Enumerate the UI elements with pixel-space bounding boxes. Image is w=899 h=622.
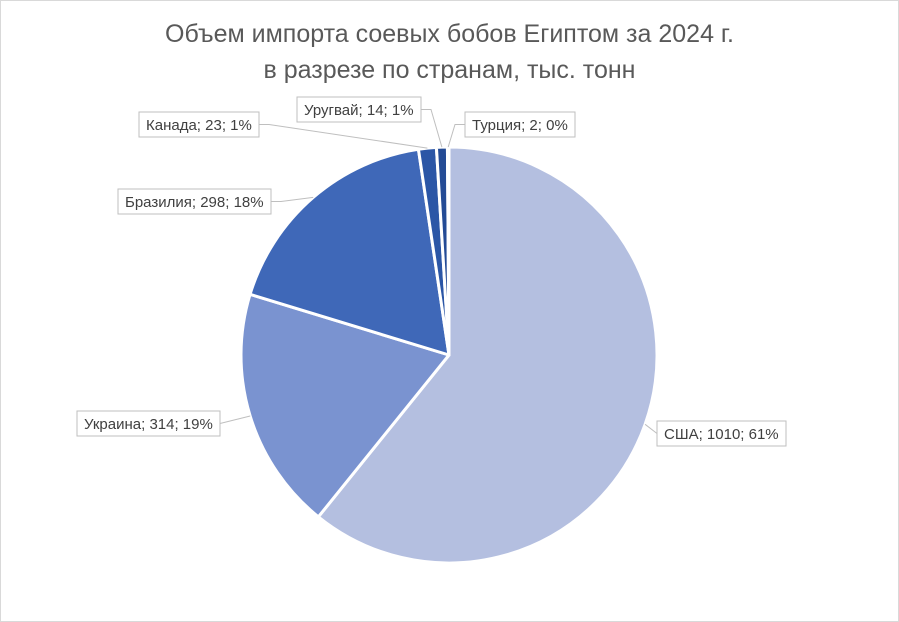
leader-line [644, 423, 658, 434]
pie-slice [316, 145, 659, 565]
data-label: Украина; 314; 19% [76, 410, 221, 437]
leader-line [259, 124, 428, 149]
pie-slice [248, 147, 451, 357]
data-label-text: США; 1010; 61% [664, 426, 779, 443]
chart-title-line-1: Объем импорта соевых бобов Египтом за 20… [165, 20, 734, 48]
pie-slice [239, 292, 451, 519]
data-label-text: Бразилия; 298; 18% [125, 194, 264, 211]
leader-line [219, 415, 251, 424]
chart-title: Объем импорта соевых бобов Египтом за 20… [0, 16, 899, 88]
pie-slice [445, 145, 451, 357]
data-label: США; 1010; 61% [656, 420, 787, 447]
data-label-text: Уругвай; 14; 1% [304, 102, 414, 119]
data-label: Канада; 23; 1% [138, 111, 260, 138]
data-label-box [76, 410, 221, 437]
data-label: Уругвай; 14; 1% [296, 96, 422, 123]
leader-line [421, 109, 443, 148]
data-label-box [138, 111, 260, 138]
data-label-box [296, 96, 422, 123]
data-label: Бразилия; 298; 18% [117, 188, 272, 215]
data-label-box [117, 188, 272, 215]
pie-slices [239, 145, 659, 565]
data-label-box [656, 420, 787, 447]
leader-line [447, 124, 465, 148]
data-label: Турция; 2; 0% [464, 111, 576, 138]
data-label-box [464, 111, 576, 138]
label-leader-lines [219, 109, 658, 434]
leader-line [271, 196, 314, 202]
data-label-text: Украина; 314; 19% [84, 416, 213, 433]
chart-title-line-2: в разрезе по странам, тыс. тонн [263, 56, 636, 84]
data-label-text: Турция; 2; 0% [472, 117, 568, 134]
data-labels: США; 1010; 61% Украина; 314; 19% Бразилия;… [76, 96, 787, 447]
data-label-text: Канада; 23; 1% [146, 117, 252, 134]
